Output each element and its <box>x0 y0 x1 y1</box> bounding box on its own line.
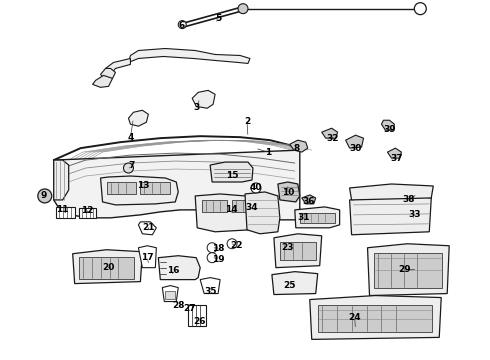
Polygon shape <box>100 176 178 205</box>
Polygon shape <box>195 194 265 232</box>
Circle shape <box>123 163 133 173</box>
Circle shape <box>415 3 426 15</box>
Polygon shape <box>192 90 215 108</box>
Bar <box>78 257 134 279</box>
Text: 37: 37 <box>390 154 403 163</box>
Circle shape <box>207 243 217 253</box>
Text: 9: 9 <box>41 192 47 201</box>
Polygon shape <box>290 140 308 152</box>
Polygon shape <box>162 285 178 302</box>
Text: 26: 26 <box>193 317 205 326</box>
Text: 3: 3 <box>193 103 199 112</box>
Text: 14: 14 <box>225 206 237 215</box>
Polygon shape <box>54 150 300 220</box>
Text: 35: 35 <box>204 287 217 296</box>
Bar <box>141 182 171 194</box>
Text: 8: 8 <box>294 144 300 153</box>
Text: 31: 31 <box>297 213 310 222</box>
Text: 27: 27 <box>183 304 196 313</box>
Polygon shape <box>128 49 250 63</box>
Polygon shape <box>302 195 316 204</box>
Text: 33: 33 <box>408 210 420 219</box>
Polygon shape <box>128 110 148 126</box>
Text: 16: 16 <box>167 266 179 275</box>
Polygon shape <box>138 246 156 268</box>
Text: 7: 7 <box>128 161 135 170</box>
Bar <box>165 291 175 298</box>
Polygon shape <box>274 234 322 268</box>
Text: 17: 17 <box>141 253 154 262</box>
Text: 6: 6 <box>178 21 184 30</box>
Circle shape <box>227 239 237 249</box>
Text: 5: 5 <box>215 14 221 23</box>
Bar <box>280 242 316 260</box>
Circle shape <box>251 183 261 193</box>
Bar <box>202 200 227 212</box>
Polygon shape <box>158 256 200 280</box>
Bar <box>318 305 432 332</box>
Polygon shape <box>272 272 318 294</box>
Text: 36: 36 <box>302 197 315 206</box>
Text: 30: 30 <box>349 144 362 153</box>
Text: 25: 25 <box>284 281 296 290</box>
Polygon shape <box>210 162 253 182</box>
Polygon shape <box>200 278 220 293</box>
Polygon shape <box>73 250 143 284</box>
Polygon shape <box>388 148 401 158</box>
Text: 19: 19 <box>212 255 224 264</box>
Polygon shape <box>382 120 394 130</box>
Polygon shape <box>93 75 113 87</box>
Text: 12: 12 <box>81 206 94 215</box>
Polygon shape <box>310 296 441 339</box>
Text: 40: 40 <box>250 184 262 193</box>
Text: 38: 38 <box>402 195 415 204</box>
Text: 11: 11 <box>56 206 69 215</box>
Bar <box>374 253 442 288</box>
Text: 13: 13 <box>137 181 149 190</box>
Polygon shape <box>78 208 96 218</box>
Polygon shape <box>368 244 449 296</box>
Circle shape <box>38 189 52 203</box>
Polygon shape <box>322 128 338 138</box>
Bar <box>232 200 257 212</box>
Text: 4: 4 <box>127 133 134 142</box>
Text: 10: 10 <box>282 188 294 197</box>
Bar <box>188 305 206 327</box>
Text: 18: 18 <box>212 244 224 253</box>
Text: 15: 15 <box>226 171 238 180</box>
Polygon shape <box>54 160 69 200</box>
Polygon shape <box>100 68 116 80</box>
Text: 29: 29 <box>398 265 411 274</box>
Polygon shape <box>56 207 74 218</box>
Polygon shape <box>349 195 431 235</box>
Text: 28: 28 <box>172 301 185 310</box>
Polygon shape <box>345 135 364 148</box>
Text: 32: 32 <box>326 134 339 143</box>
Bar <box>106 182 136 194</box>
Text: 24: 24 <box>348 313 361 322</box>
Circle shape <box>207 253 217 263</box>
Circle shape <box>178 21 186 28</box>
Text: 23: 23 <box>282 243 294 252</box>
Text: 22: 22 <box>230 241 242 250</box>
Text: 39: 39 <box>383 125 396 134</box>
Polygon shape <box>349 184 433 200</box>
Text: 2: 2 <box>244 117 250 126</box>
Circle shape <box>238 4 248 14</box>
Text: 34: 34 <box>245 203 258 212</box>
Polygon shape <box>278 182 300 202</box>
Text: 21: 21 <box>142 223 155 232</box>
Polygon shape <box>295 207 340 228</box>
Polygon shape <box>105 58 130 75</box>
Bar <box>300 213 335 223</box>
Text: 1: 1 <box>265 148 271 157</box>
Text: 20: 20 <box>102 263 115 272</box>
Polygon shape <box>138 222 156 235</box>
Polygon shape <box>245 192 280 234</box>
